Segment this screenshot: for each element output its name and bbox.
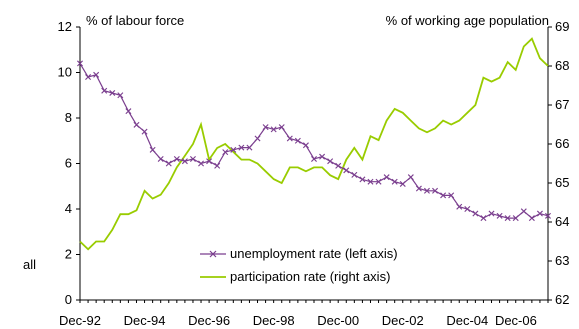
unemployment-point: [181, 158, 188, 165]
unemployment-point: [359, 176, 366, 183]
unemployment-point: [399, 180, 406, 187]
unemployment-point: [545, 212, 551, 219]
unemployment-point: [319, 153, 326, 160]
unemployment-point: [198, 160, 205, 167]
unemployment-point: [230, 146, 237, 153]
participation-rate-line: [79, 37, 549, 251]
unemployment-point: [85, 74, 92, 81]
unemployment-rate-line: [79, 63, 549, 219]
unemployment-point: [294, 137, 301, 144]
right-tick-label: 68: [555, 58, 569, 73]
unemployment-point: [222, 149, 229, 156]
unemployment-point: [480, 215, 487, 222]
unemployment-point: [93, 71, 100, 78]
unemployment-point: [238, 144, 245, 151]
unemployment-point: [432, 187, 439, 194]
unemployment-point: [214, 162, 221, 169]
unemployment-point: [335, 162, 342, 169]
unemployment-point: [464, 206, 471, 212]
left-tick-label: 8: [65, 110, 72, 125]
right-tick-label: 62: [555, 292, 569, 307]
unemployment-point: [278, 124, 285, 131]
x-tick-label: Dec-06: [495, 313, 537, 328]
x-tick-label: Dec-96: [188, 313, 230, 328]
x-tick-label: Dec-98: [253, 313, 295, 328]
unemployment-point: [157, 155, 164, 162]
right-tick-label: 65: [555, 175, 569, 190]
unemployment-point: [189, 155, 196, 162]
unemployment-point: [125, 108, 132, 115]
right-tick-label: 69: [555, 19, 569, 34]
unemployment-point: [488, 210, 495, 217]
unemployment-point: [149, 146, 156, 153]
x-tick-label: Dec-04: [446, 313, 488, 328]
unemployment-point: [311, 155, 317, 162]
unemployment-point: [351, 171, 358, 178]
unemployment-point: [504, 215, 511, 222]
x-tick-label: Dec-02: [382, 313, 424, 328]
unemployment-point: [383, 174, 390, 181]
unemployment-point: [246, 144, 253, 151]
unemployment-point: [327, 158, 334, 165]
left-tick-label: 10: [58, 65, 72, 80]
unemployment-point: [270, 126, 277, 133]
unemployment-point: [512, 215, 519, 222]
unemployment-point: [456, 203, 463, 210]
right-tick-label: 64: [555, 214, 569, 229]
unemployment-point: [109, 89, 116, 96]
left-tick-label: 0: [65, 292, 72, 307]
stray-label: all: [23, 257, 37, 272]
chart-legend: unemployment rate (left axis) participati…: [200, 246, 398, 284]
unemployment-point: [472, 210, 479, 217]
chart-series: [77, 37, 551, 251]
left-tick-label: 6: [65, 156, 72, 171]
unemployment-point: [117, 92, 124, 99]
unemployment-point: [367, 178, 374, 185]
unemployment-point: [165, 160, 172, 167]
legend-unemployment-label: unemployment rate (left axis): [230, 246, 398, 261]
unemployment-point: [375, 178, 382, 185]
unemployment-point: [391, 178, 398, 185]
right-axis-title: % of working age population: [386, 13, 549, 28]
unemployment-point: [520, 208, 527, 215]
unemployment-point: [141, 128, 148, 135]
x-tick-label: Dec-92: [59, 313, 101, 328]
right-tick-label: 67: [555, 97, 569, 112]
unemployment-point: [528, 215, 535, 222]
unemployment-point: [302, 142, 309, 149]
unemployment-point: [407, 174, 414, 181]
unemployment-point: [343, 167, 350, 174]
right-tick-label: 63: [555, 253, 569, 268]
x-tick-label: Dec-94: [124, 313, 166, 328]
unemployment-point: [254, 135, 261, 142]
unemployment-point: [440, 192, 447, 199]
x-tick-label: Dec-00: [317, 313, 359, 328]
unemployment-point: [496, 212, 503, 219]
unemployment-point: [173, 155, 180, 162]
unemployment-point: [262, 124, 269, 131]
left-tick-label: 12: [58, 19, 72, 34]
legend-unemployment-marker: [209, 250, 217, 258]
unemployment-point: [536, 210, 543, 217]
left-axis-title: % of labour force: [86, 13, 184, 28]
unemployment-point: [423, 187, 430, 194]
unemployment-point: [415, 185, 422, 192]
unemployment-point: [77, 60, 83, 67]
left-tick-label: 4: [65, 201, 72, 216]
legend-participation-label: participation rate (right axis): [230, 269, 390, 284]
unemployment-point: [448, 192, 455, 199]
unemployment-point: [286, 135, 293, 142]
unemployment-point: [206, 158, 213, 165]
left-tick-label: 2: [65, 247, 72, 262]
unemployment-point: [133, 121, 140, 128]
right-tick-label: 66: [555, 136, 569, 151]
unemployment-point: [101, 87, 108, 94]
